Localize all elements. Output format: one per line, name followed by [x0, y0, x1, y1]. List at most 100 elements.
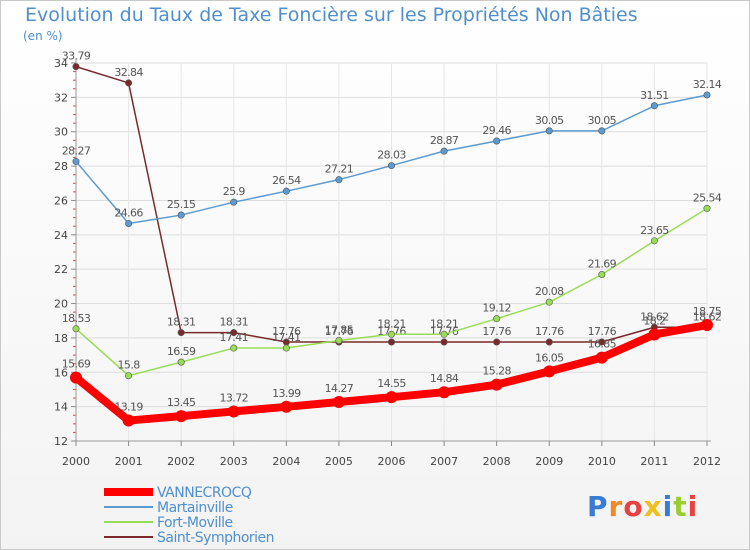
- data-point-vannecrocq: [227, 405, 240, 418]
- data-label-vannecrocq: 13.72: [220, 391, 249, 404]
- data-label-martainville: 30.05: [588, 114, 617, 127]
- data-label-martainville: 28.03: [377, 149, 406, 162]
- data-label-fort-moville: 21.69: [588, 258, 617, 271]
- data-label-fort-moville: 18.53: [62, 312, 91, 325]
- y-unit-label: (en %): [23, 29, 63, 43]
- data-label-martainville: 25.15: [167, 198, 196, 211]
- data-label-vannecrocq: 16.85: [588, 338, 617, 351]
- data-point-fort-moville: [703, 204, 711, 212]
- data-point-fort-moville: [650, 237, 658, 245]
- data-point-fort-moville: [387, 330, 395, 338]
- data-label-fort-moville: 18.21: [430, 317, 459, 330]
- data-label-fort-moville: 20.08: [535, 285, 564, 298]
- chart-title: Evolution du Taux de Taxe Foncière sur l…: [25, 4, 638, 26]
- x-tick-label: 2006: [378, 455, 406, 468]
- data-label-vannecrocq: 14.27: [325, 382, 354, 395]
- data-point-vannecrocq: [701, 319, 713, 332]
- data-label-vannecrocq: 13.45: [167, 396, 196, 409]
- data-label-fort-moville: 23.65: [640, 224, 669, 237]
- data-label-fort-moville: 16.59: [167, 345, 196, 358]
- data-point-martainville: [440, 147, 448, 155]
- data-point-vannecrocq: [438, 386, 451, 399]
- x-tick-label: 2007: [430, 455, 458, 468]
- y-tick-label: 26: [54, 194, 68, 207]
- data-point-fort-moville: [598, 271, 606, 279]
- data-point-vannecrocq: [122, 414, 135, 427]
- data-point-martainville: [493, 137, 501, 145]
- data-label-saint-symphorien: 17.76: [588, 325, 617, 338]
- data-point-saint-symphorien: [493, 338, 501, 346]
- data-label-martainville: 24.66: [114, 206, 143, 219]
- data-label-martainville: 25.9: [223, 185, 246, 198]
- data-point-saint-symphorien: [387, 338, 395, 346]
- data-point-fort-moville: [125, 372, 133, 380]
- data-point-saint-symphorien: [440, 338, 448, 346]
- data-label-martainville: 28.27: [62, 144, 91, 157]
- legend-label-saint-symphorien: Saint-Symphorien: [157, 530, 274, 546]
- y-tick-label: 14: [54, 401, 68, 414]
- data-label-saint-symphorien: 18.62: [640, 310, 669, 323]
- data-point-martainville: [545, 127, 553, 135]
- data-point-fort-moville: [335, 336, 343, 344]
- y-tick-label: 28: [54, 160, 68, 173]
- data-point-saint-symphorien: [598, 338, 606, 346]
- data-point-vannecrocq: [490, 378, 503, 391]
- data-label-fort-moville: 19.12: [482, 302, 511, 315]
- data-label-saint-symphorien: 17.76: [482, 325, 511, 338]
- data-point-martainville: [177, 211, 185, 219]
- data-point-vannecrocq: [648, 328, 661, 341]
- data-label-martainville: 28.87: [430, 134, 459, 147]
- data-label-saint-symphorien: 18.31: [167, 316, 196, 329]
- data-point-vannecrocq: [595, 351, 608, 364]
- data-label-martainville: 26.54: [272, 174, 301, 187]
- data-label-martainville: 29.46: [482, 124, 511, 137]
- data-label-vannecrocq: 18.2: [643, 314, 665, 327]
- data-label-vannecrocq: 16.05: [535, 351, 564, 364]
- data-point-saint-symphorien: [125, 79, 133, 87]
- data-point-martainville: [72, 157, 80, 165]
- data-label-fort-moville: 17.41: [220, 331, 249, 344]
- data-label-vannecrocq: 13.19: [114, 401, 143, 414]
- data-label-saint-symphorien: 17.76: [272, 325, 301, 338]
- x-tick-label: 2012: [693, 455, 721, 468]
- legend-label-fort-moville: Fort-Moville: [157, 515, 233, 531]
- data-label-saint-symphorien: 32.84: [114, 66, 143, 79]
- x-tick-label: 2010: [588, 455, 616, 468]
- data-label-saint-symphorien: 17.76: [535, 325, 564, 338]
- data-label-fort-moville: 17.41: [272, 331, 301, 344]
- data-point-fort-moville: [72, 325, 80, 333]
- data-point-saint-symphorien: [230, 329, 238, 337]
- x-tick-label: 2004: [272, 455, 300, 468]
- data-label-vannecrocq: 18.75: [693, 305, 722, 318]
- data-point-saint-symphorien: [72, 63, 80, 71]
- data-point-martainville: [598, 127, 606, 135]
- data-point-saint-symphorien: [177, 329, 185, 337]
- x-tick-label: 2000: [62, 455, 90, 468]
- x-tick-label: 2008: [483, 455, 511, 468]
- data-label-fort-moville: 17.85: [325, 323, 354, 336]
- data-label-martainville: 27.21: [325, 163, 354, 176]
- data-point-martainville: [650, 102, 658, 110]
- x-tick-label: 2002: [167, 455, 195, 468]
- data-point-fort-moville: [230, 344, 238, 352]
- x-tick-label: 2011: [640, 455, 668, 468]
- y-tick-label: 22: [54, 263, 68, 276]
- data-label-saint-symphorien: 18.62: [693, 310, 722, 323]
- y-tick-label: 30: [54, 126, 68, 139]
- data-label-martainville: 31.51: [640, 89, 669, 102]
- data-label-fort-moville: 25.54: [693, 191, 722, 204]
- data-point-vannecrocq: [332, 395, 345, 408]
- data-label-fort-moville: 18.21: [377, 317, 406, 330]
- x-tick-label: 2005: [325, 455, 353, 468]
- data-label-vannecrocq: 14.84: [430, 372, 459, 385]
- y-tick-label: 20: [54, 298, 68, 311]
- data-point-vannecrocq: [543, 365, 556, 378]
- data-label-vannecrocq: 13.99: [272, 387, 301, 400]
- data-point-fort-moville: [545, 298, 553, 306]
- x-tick-label: 2003: [220, 455, 248, 468]
- data-point-fort-moville: [177, 358, 185, 366]
- data-label-saint-symphorien: 18.31: [220, 316, 249, 329]
- data-label-saint-symphorien: 17.76: [325, 325, 354, 338]
